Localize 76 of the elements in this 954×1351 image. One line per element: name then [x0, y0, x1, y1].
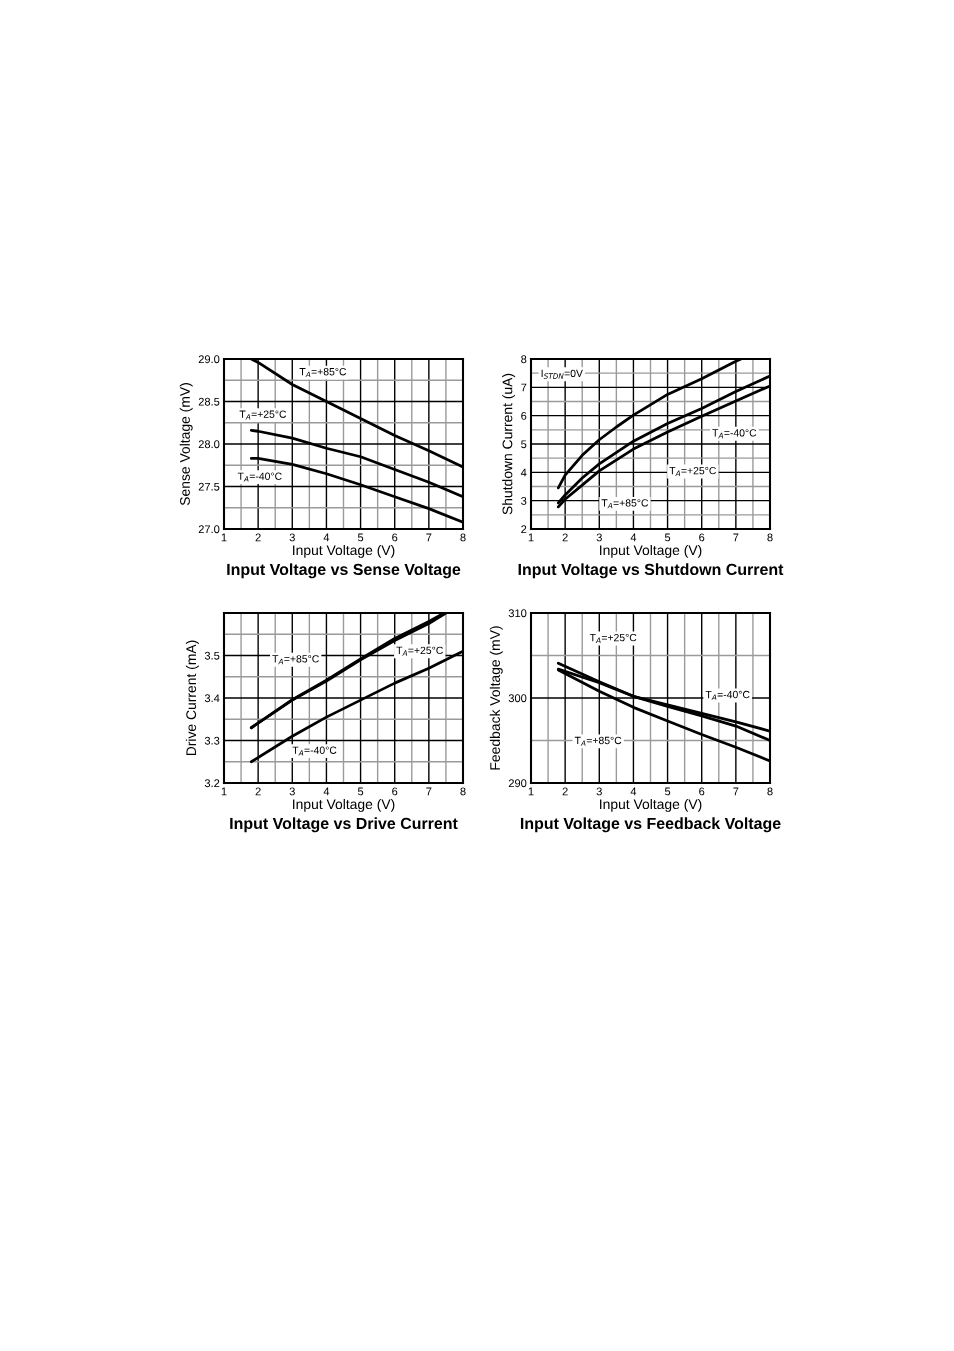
y-tick-label: 3.2 [204, 779, 220, 788]
y-tick-label: 6 [521, 411, 527, 420]
y-axis-title: Shutdown Current (uA) [502, 373, 516, 515]
annotation: I$_{STDN}$=0V [541, 369, 583, 379]
annotation: T$_{A}$=+25°C [396, 646, 443, 656]
y-axis-title: Drive Current (mA) [185, 640, 199, 756]
x-tick-label: 2 [562, 533, 568, 542]
annotation: T$_{A}$=-40°C [237, 472, 282, 482]
x-tick-label: 2 [562, 787, 568, 796]
x-tick-label: 6 [699, 533, 705, 542]
y-tick-label: 3.5 [204, 651, 220, 660]
y-tick-label: 5 [521, 440, 527, 449]
annotation: T$_{A}$=+85°C [574, 736, 622, 746]
y-axis-title: Feedback Voltage (mV) [489, 626, 503, 770]
annotation: T$_{A}$=+25°C [669, 466, 716, 476]
x-axis-title: Input Voltage (V) [293, 798, 395, 812]
x-tick-label: 5 [664, 787, 671, 796]
x-tick-label: 4 [630, 533, 637, 542]
x-tick-label: 6 [699, 787, 705, 796]
y-tick-label: 310 [508, 609, 527, 618]
annotation: T$_{A}$=+25°C [589, 633, 637, 643]
y-tick-label: 3.4 [204, 694, 220, 703]
y-tick-label: 7 [521, 383, 527, 392]
x-tick-label: 8 [460, 787, 466, 796]
x-axis-title: Input Voltage (V) [600, 544, 702, 558]
y-tick-label: 8 [521, 355, 527, 364]
annotation: T$_{A}$=-40°C [705, 690, 750, 700]
y-tick-label: 3 [521, 496, 527, 505]
x-tick-label: 6 [392, 533, 398, 542]
x-tick-label: 3 [289, 787, 295, 796]
x-tick-label: 2 [255, 787, 261, 796]
text: Input Voltage vs Drive Current [230, 817, 458, 833]
x-tick-label: 5 [664, 533, 671, 542]
annotation: T$_{A}$=+85°C [272, 655, 319, 665]
x-axis-title: Input Voltage (V) [600, 798, 702, 812]
y-axis-title: Sense Voltage (mV) [179, 383, 193, 506]
annotation: T$_{A}$=+85°C [299, 368, 347, 377]
x-tick-label: 1 [528, 533, 534, 542]
x-tick-label: 8 [460, 533, 466, 542]
y-tick-label: 28.5 [198, 397, 220, 406]
x-tick-label: 4 [323, 533, 330, 542]
x-tick-label: 4 [323, 787, 330, 796]
y-tick-label: 29.0 [198, 355, 220, 364]
text: Input Voltage vs Shutdown Current [518, 563, 784, 579]
x-tick-label: 1 [221, 787, 227, 796]
x-tick-label: 7 [426, 787, 432, 796]
annotation: T$_{A}$=-40°C [292, 746, 337, 756]
x-tick-label: 8 [767, 533, 773, 542]
x-tick-label: 2 [255, 533, 261, 542]
x-tick-label: 1 [221, 533, 227, 542]
annotation: T$_{A}$=+25°C [239, 410, 287, 420]
x-tick-label: 3 [596, 533, 602, 542]
annotation: T$_{A}$=+85°C [601, 499, 649, 509]
x-tick-label: 8 [767, 787, 773, 796]
x-axis-title: Input Voltage (V) [293, 544, 395, 558]
x-tick-label: 5 [357, 533, 364, 542]
x-tick-label: 5 [357, 787, 364, 796]
y-tick-label: 28.0 [198, 440, 220, 449]
x-tick-label: 7 [733, 533, 739, 542]
x-tick-label: 1 [528, 787, 534, 796]
y-tick-label: 4 [520, 468, 527, 477]
annotation: T$_{A}$=-40°C [712, 429, 757, 439]
y-tick-label: 3.3 [204, 736, 220, 745]
y-tick-label: 2 [521, 525, 527, 534]
text: Input Voltage vs Sense Voltage [227, 563, 461, 579]
x-tick-label: 7 [733, 787, 739, 796]
x-tick-label: 6 [392, 787, 398, 796]
y-tick-label: 27.0 [198, 525, 220, 534]
x-tick-label: 7 [426, 533, 432, 542]
text: Input Voltage vs Feedback Voltage [520, 817, 781, 833]
x-tick-label: 4 [630, 787, 637, 796]
y-tick-label: 290 [508, 779, 527, 788]
x-tick-label: 3 [596, 787, 602, 796]
y-tick-label: 27.5 [198, 482, 220, 491]
x-tick-label: 3 [289, 533, 295, 542]
y-tick-label: 300 [508, 694, 527, 703]
